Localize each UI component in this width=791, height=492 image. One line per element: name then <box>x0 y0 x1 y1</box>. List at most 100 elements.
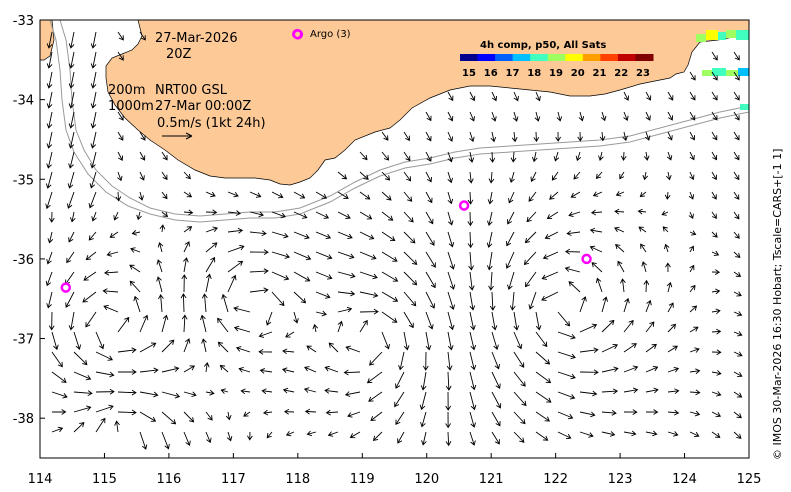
current-arrow <box>425 111 432 122</box>
current-arrow <box>68 71 75 89</box>
current-arrow <box>117 51 124 61</box>
current-arrow <box>403 271 418 286</box>
current-arrow <box>595 277 603 293</box>
current-arrow <box>711 211 717 220</box>
current-arrow <box>73 331 82 350</box>
current-arrow <box>403 191 413 202</box>
current-arrow <box>139 391 159 398</box>
colorbar-tick-label: 18 <box>527 68 541 79</box>
current-arrow <box>205 389 215 396</box>
current-arrow <box>133 295 141 313</box>
current-arrow <box>139 314 149 333</box>
current-arrow <box>642 171 649 181</box>
current-arrow <box>217 317 229 333</box>
current-arrow <box>68 91 75 109</box>
current-arrow <box>90 51 97 69</box>
current-arrow <box>227 274 237 293</box>
current-arrow <box>689 151 695 161</box>
colorbar-swatch <box>477 54 496 61</box>
current-arrow <box>553 151 560 162</box>
current-arrow <box>667 302 674 313</box>
current-arrow <box>68 311 75 331</box>
current-arrow <box>359 211 373 220</box>
current-arrow <box>159 224 166 233</box>
current-arrow <box>549 191 559 200</box>
current-arrow <box>615 191 625 197</box>
current-arrow <box>711 391 722 397</box>
current-arrow <box>689 431 700 438</box>
current-arrow <box>592 191 603 197</box>
current-arrow <box>505 251 515 269</box>
current-arrow <box>733 131 740 141</box>
current-arrow <box>491 111 497 122</box>
current-arrow <box>711 111 718 121</box>
current-arrow <box>643 279 650 293</box>
current-arrow <box>271 291 285 307</box>
current-arrow <box>381 231 396 242</box>
colorbar-tick-label: 21 <box>593 68 607 79</box>
current-arrow <box>469 371 477 391</box>
current-arrow <box>113 211 119 221</box>
current-arrow <box>488 271 494 291</box>
current-arrow <box>161 314 169 333</box>
lon-tick-label: 117 <box>221 472 246 487</box>
current-arrow <box>226 431 233 442</box>
current-arrow <box>557 351 576 360</box>
current-arrow <box>467 231 474 249</box>
current-arrow <box>271 191 284 199</box>
current-arrow <box>528 191 537 202</box>
current-arrow <box>328 342 339 353</box>
colorbar-swatch <box>530 54 549 61</box>
colorbar-tick-label: 23 <box>636 68 650 79</box>
colorbar-tick-label: 19 <box>549 68 563 79</box>
current-arrow <box>139 367 159 374</box>
current-arrow <box>201 338 207 353</box>
current-arrow <box>285 331 295 338</box>
current-arrow <box>115 191 122 202</box>
current-arrow <box>117 171 123 182</box>
current-arrow <box>293 251 312 261</box>
current-arrow <box>117 369 137 375</box>
current-arrow <box>711 328 722 335</box>
current-arrow <box>403 311 414 329</box>
current-arrow <box>640 243 647 253</box>
current-arrow <box>614 208 625 215</box>
current-arrow <box>533 131 540 143</box>
current-arrow <box>117 316 130 333</box>
current-arrow <box>337 231 353 240</box>
current-arrow <box>623 297 630 313</box>
current-arrow <box>68 51 75 69</box>
current-arrow <box>667 91 674 101</box>
longitude-axis: 114 115 116 117 118 119 120 121 122 123 124 125 <box>28 453 761 487</box>
current-arrow <box>337 271 356 279</box>
current-arrow <box>535 311 542 331</box>
current-arrow <box>117 347 137 354</box>
current-arrow <box>579 296 587 313</box>
current-arrow <box>249 211 264 218</box>
current-arrow <box>598 151 604 161</box>
current-arrow <box>733 171 740 181</box>
current-arrow <box>623 387 639 394</box>
current-arrow <box>579 390 598 397</box>
current-arrow <box>381 211 394 221</box>
current-arrow <box>359 231 375 240</box>
current-arrow <box>117 131 124 141</box>
current-arrow <box>733 151 740 161</box>
current-arrow <box>557 331 576 340</box>
current-arrow <box>271 231 289 239</box>
current-arrow <box>469 91 476 102</box>
current-arrow <box>293 211 308 219</box>
current-arrow <box>51 426 64 433</box>
current-arrow <box>645 321 655 333</box>
current-arrow <box>68 31 75 49</box>
current-arrow <box>535 331 548 348</box>
current-arrow <box>623 111 629 122</box>
current-arrow <box>733 431 742 439</box>
current-arrow <box>46 91 53 109</box>
current-arrow <box>271 271 290 281</box>
current-arrow <box>643 151 650 161</box>
current-arrow <box>509 171 515 184</box>
current-arrow <box>347 411 361 418</box>
current-arrow <box>491 351 500 370</box>
current-arrow <box>381 131 389 141</box>
